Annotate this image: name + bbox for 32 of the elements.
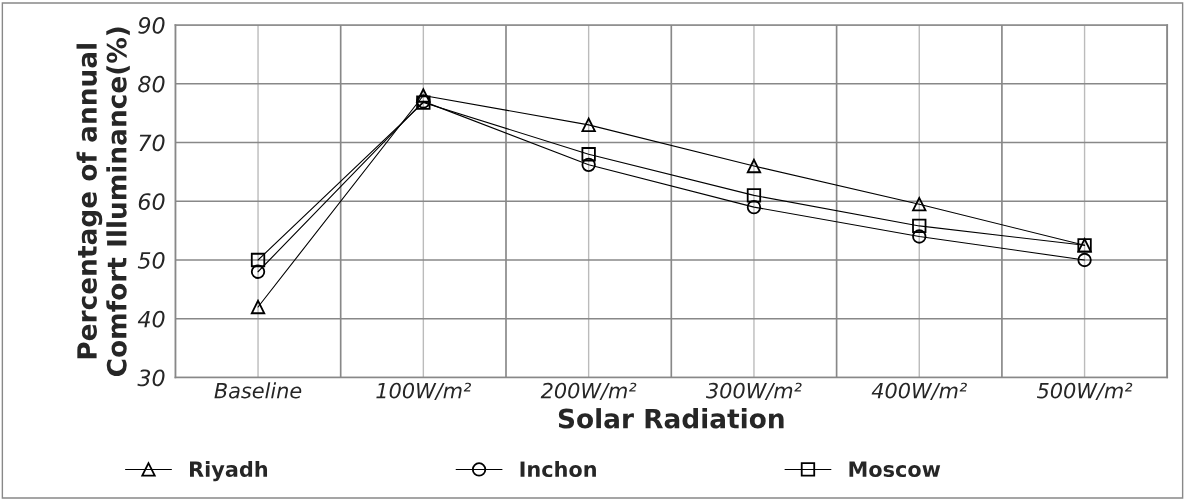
y-tick-label: 40 (137, 310, 165, 328)
y-tick-label: 90 (138, 16, 165, 34)
point (581, 157, 596, 172)
point (581, 147, 596, 162)
point (912, 229, 927, 244)
legend-label: Riyadh (190, 460, 268, 482)
x-tick-label: 300W/m² (705, 382, 802, 401)
legend-label: Inchon (520, 460, 596, 478)
point (912, 197, 927, 212)
y-tick-label: 30 (137, 369, 165, 387)
point (746, 199, 762, 215)
x-tick-label: Baseline (214, 382, 302, 399)
point (250, 252, 266, 268)
y-tick-label: 80 (138, 75, 165, 93)
point (416, 88, 431, 103)
x-tick-label: 400W/m² (871, 382, 967, 401)
x-axis-title: Solar Radiation (558, 408, 784, 429)
legend-label: Moscow (849, 461, 941, 478)
point (746, 158, 762, 174)
y-tick-label: 60 (138, 193, 165, 211)
point (581, 117, 596, 133)
point (1077, 252, 1092, 268)
point (746, 188, 762, 203)
y-tick-label: 50 (137, 251, 165, 269)
y-tick-label: 70 (139, 134, 165, 152)
point (250, 264, 266, 279)
y-axis-title: Percentage of annual Comfort Illuminance(%) (76, 27, 130, 377)
x-tick-label: 100W/m² (376, 382, 472, 401)
point (912, 218, 927, 234)
point (250, 299, 266, 315)
x-tick-label: 500W/m² (1036, 382, 1133, 401)
x-tick-label: 200W/m² (540, 382, 637, 401)
